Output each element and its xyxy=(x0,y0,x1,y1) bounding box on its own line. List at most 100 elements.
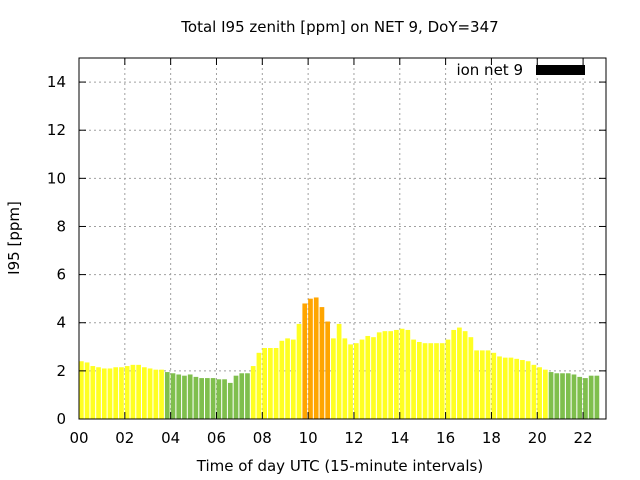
x-tick-label: 16 xyxy=(436,429,455,447)
y-tick-label: 8 xyxy=(56,217,66,235)
x-tick-label: 08 xyxy=(253,429,272,447)
bar xyxy=(325,321,331,419)
bar xyxy=(537,367,542,419)
bar xyxy=(548,372,554,419)
bar xyxy=(497,356,502,419)
y-tick-label: 2 xyxy=(56,362,66,380)
bar xyxy=(434,343,439,419)
bar xyxy=(405,329,411,419)
bar xyxy=(348,344,353,419)
bar xyxy=(514,358,520,419)
x-tick-label: 20 xyxy=(528,429,547,447)
legend: ion net 9 xyxy=(456,61,585,79)
bar xyxy=(164,372,170,419)
chart-title: Total I95 zenith [ppm] on NET 9, DoY=347 xyxy=(180,18,498,36)
bar xyxy=(256,352,262,419)
bar xyxy=(296,323,302,419)
bar xyxy=(479,350,485,419)
bar xyxy=(233,375,239,419)
bar xyxy=(422,343,428,419)
x-tick-label: 06 xyxy=(207,429,226,447)
bar xyxy=(90,366,96,419)
legend-swatch xyxy=(536,65,585,75)
bar xyxy=(222,379,227,419)
bar xyxy=(119,367,124,419)
bar xyxy=(239,373,245,419)
bar xyxy=(371,337,376,419)
bar xyxy=(250,366,256,419)
x-axis-label: Time of day UTC (15-minute intervals) xyxy=(196,457,483,475)
y-tick-label: 10 xyxy=(47,169,66,187)
bar xyxy=(245,373,250,419)
x-tick-label: 04 xyxy=(161,429,180,447)
bar xyxy=(147,368,153,419)
bar xyxy=(159,369,164,419)
bar xyxy=(342,338,348,419)
bar xyxy=(439,343,445,419)
bar xyxy=(176,374,182,419)
x-tick-label: 18 xyxy=(482,429,501,447)
bar xyxy=(554,373,560,419)
bar xyxy=(205,378,210,419)
bar xyxy=(124,366,130,419)
bar xyxy=(187,374,193,419)
bar xyxy=(508,357,514,419)
grid-lines xyxy=(79,58,606,419)
bar xyxy=(319,307,325,419)
x-tick-label: 02 xyxy=(115,429,134,447)
bar xyxy=(594,375,600,419)
bar xyxy=(468,337,474,419)
bar xyxy=(290,339,296,419)
bar xyxy=(588,375,594,419)
bar xyxy=(262,348,268,419)
bar xyxy=(394,329,399,419)
y-tick-label: 0 xyxy=(56,410,66,428)
bar xyxy=(542,369,548,419)
y-axis-label: I95 [ppm] xyxy=(5,201,23,275)
bar xyxy=(485,350,491,419)
y-tick-label: 4 xyxy=(56,314,66,332)
bar xyxy=(302,303,308,419)
bar xyxy=(130,364,136,419)
x-tick-label: 00 xyxy=(69,429,88,447)
legend-label: ion net 9 xyxy=(456,61,523,79)
bar xyxy=(416,341,422,419)
bar xyxy=(136,364,141,419)
bar xyxy=(101,368,107,419)
bar xyxy=(359,339,365,419)
bar xyxy=(96,367,101,419)
bar xyxy=(79,361,84,419)
x-tick-label: 10 xyxy=(299,429,318,447)
bar xyxy=(153,369,159,419)
bar xyxy=(525,361,531,419)
x-tick-label: 22 xyxy=(574,429,593,447)
bar xyxy=(182,375,187,419)
bar xyxy=(411,339,416,419)
bar xyxy=(336,323,342,419)
bar xyxy=(107,368,113,419)
plot-frame xyxy=(78,57,607,420)
bar xyxy=(502,357,508,419)
x-tick-label: 12 xyxy=(344,429,363,447)
bar xyxy=(399,328,405,419)
bar xyxy=(353,343,359,419)
x-tick-label: 14 xyxy=(390,429,409,447)
bar xyxy=(227,382,233,419)
bar xyxy=(474,350,479,419)
bar xyxy=(462,331,468,419)
bar xyxy=(199,378,204,419)
bar xyxy=(577,376,583,419)
bar xyxy=(285,338,290,419)
y-tick-label: 12 xyxy=(47,121,66,139)
bar xyxy=(193,376,199,419)
bar xyxy=(313,297,319,419)
bar xyxy=(210,378,216,419)
bar xyxy=(268,348,273,419)
bar xyxy=(113,367,119,419)
bar xyxy=(457,327,462,419)
bars xyxy=(79,297,600,419)
bar xyxy=(451,329,457,419)
bar xyxy=(170,373,176,419)
